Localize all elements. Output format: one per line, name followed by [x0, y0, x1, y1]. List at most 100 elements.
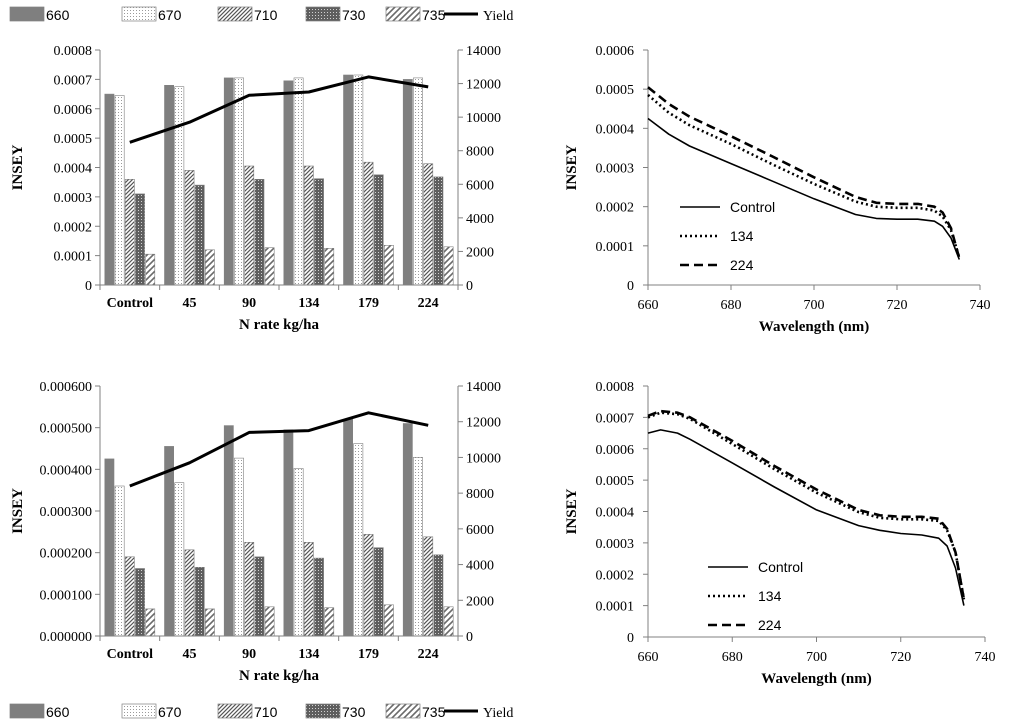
legend-label-134: 134: [730, 228, 754, 244]
y2-tick-label: 14000: [466, 44, 501, 59]
bar-660-179: [343, 74, 353, 286]
bar-730-224: [433, 554, 444, 637]
bar-710-134: [303, 165, 314, 286]
legend-label-735: 735: [422, 704, 446, 720]
bar-660-45: [164, 446, 174, 637]
y-tick-label: 0.000200: [40, 547, 93, 562]
y-tick-label: 0.0002: [596, 201, 635, 216]
y-tick-label: 0.0003: [596, 162, 635, 177]
bar-735-Control: [145, 253, 156, 286]
x-tick-label: 45: [183, 296, 197, 311]
bar-670-224: [413, 456, 423, 637]
x-tick-label: 700: [804, 298, 825, 313]
x-axis-title: Wavelength (nm): [759, 319, 869, 335]
bar-710-90: [244, 541, 255, 637]
bar-710-45: [184, 170, 195, 286]
legend-swatch-710: [217, 6, 253, 22]
bar-730-45: [194, 184, 205, 286]
bar-710-Control: [124, 556, 135, 637]
legend-label-224: 224: [730, 257, 754, 273]
y-axis-title: INSEY: [564, 488, 580, 534]
y-tick-label: 0.0006: [596, 443, 635, 458]
legend-label-670: 670: [158, 704, 182, 720]
x-axis-title: N rate kg/ha: [239, 317, 319, 333]
bar-chart-bottom-left: 0.000000 0.000100 0.000200 0.000300 0.000400…: [10, 380, 501, 684]
legend-label-735: 735: [422, 7, 446, 23]
bar-660-90: [223, 425, 234, 637]
bar-660-224: [402, 79, 413, 286]
bar-660-Control: [104, 458, 115, 637]
bar-735-179: [383, 604, 394, 637]
line-chart-top-right: 0 0.0001 0.0002 0.0003 0.0004 0.0005 0.0006 660…: [564, 44, 991, 335]
legend-swatch-670: [121, 6, 157, 22]
legend-label-Yield: Yield: [483, 706, 513, 721]
line-chart-bottom-right: 0 0.0001 0.0002 0.0003 0.0004 0.0005 0.0006 0.0…: [564, 380, 996, 687]
y-axis-title: INSEY: [10, 144, 26, 190]
y-tick-label: 0.000400: [40, 463, 93, 478]
y-tick-label: 0.0001: [596, 240, 635, 255]
x-tick-label: 720: [890, 650, 911, 665]
bar-660-134: [283, 80, 294, 286]
yield-line: [129, 75, 429, 144]
y-tick-label: 0: [627, 279, 634, 294]
x-tick-label: Control: [107, 296, 154, 311]
bar-670-Control: [114, 485, 125, 637]
y-tick-label: 0.0008: [596, 380, 635, 395]
bar-670-179: [353, 443, 364, 637]
bar-660-179: [343, 418, 353, 637]
legend-label-660: 660: [46, 7, 70, 23]
bar-670-224: [413, 77, 423, 286]
bar-735-134: [324, 248, 335, 286]
bar-710-224: [423, 163, 434, 286]
bar-730-134: [314, 557, 324, 637]
y-tick-label: 0.000000: [40, 630, 93, 645]
x-tick-label: 224: [418, 296, 439, 311]
legend-label-134: 134: [758, 588, 782, 604]
y2-tick-label: 4000: [466, 212, 494, 227]
bar-710-90: [244, 165, 255, 286]
y-tick-label: 0.0001: [596, 600, 635, 615]
series-line-134: [647, 411, 966, 600]
x-tick-label: 134: [298, 647, 319, 662]
bar-670-90: [234, 77, 244, 286]
y2-tick-label: 8000: [466, 145, 494, 160]
y-tick-label: 0.0006: [596, 44, 635, 59]
legend-bottom: 660 670 710 730 735 Yield: [9, 703, 513, 721]
x-axis-title: N rate kg/ha: [239, 668, 319, 684]
bar-710-179: [363, 533, 374, 637]
y-tick-label: 0.0002: [54, 220, 93, 235]
y-tick-label: 0.0004: [54, 162, 93, 177]
bar-730-90: [254, 179, 265, 286]
y-tick-label: 0.0005: [54, 132, 93, 147]
legend-swatch-730: [305, 703, 341, 719]
legend-label-730: 730: [342, 704, 366, 720]
legend-label-224: 224: [758, 617, 782, 633]
y-axis-title: INSEY: [564, 144, 580, 190]
series-line-Control: [647, 117, 961, 260]
y2-tick-label: 2000: [466, 245, 494, 260]
x-tick-label: 134: [298, 296, 319, 311]
y-tick-label: 0.0007: [54, 73, 93, 88]
bar-735-90: [264, 606, 275, 637]
x-tick-label: 740: [975, 650, 996, 665]
bar-660-90: [223, 77, 234, 286]
y2-tick-label: 14000: [466, 380, 501, 395]
legend-label-Yield: Yield: [483, 9, 513, 24]
bar-670-Control: [114, 95, 125, 286]
y-tick-label: 0.0006: [54, 103, 93, 118]
legend-label-Control: Control: [730, 199, 775, 215]
bar-730-134: [314, 178, 324, 286]
legend-swatch-735: [385, 6, 421, 22]
legend-top: 660 670 710 730 735 Yield: [9, 6, 513, 24]
y-tick-label: 0: [85, 279, 92, 294]
x-axis-title: Wavelength (nm): [761, 671, 871, 687]
bar-730-179: [373, 547, 384, 637]
legend-label-Control: Control: [758, 559, 803, 575]
bar-710-179: [363, 161, 374, 286]
y-tick-label: 0.0007: [596, 411, 635, 426]
y2-tick-label: 2000: [466, 594, 494, 609]
bar-735-45: [205, 608, 215, 637]
y2-tick-label: 10000: [466, 111, 501, 126]
bar-735-45: [205, 249, 215, 286]
y2-tick-label: 8000: [466, 487, 494, 502]
